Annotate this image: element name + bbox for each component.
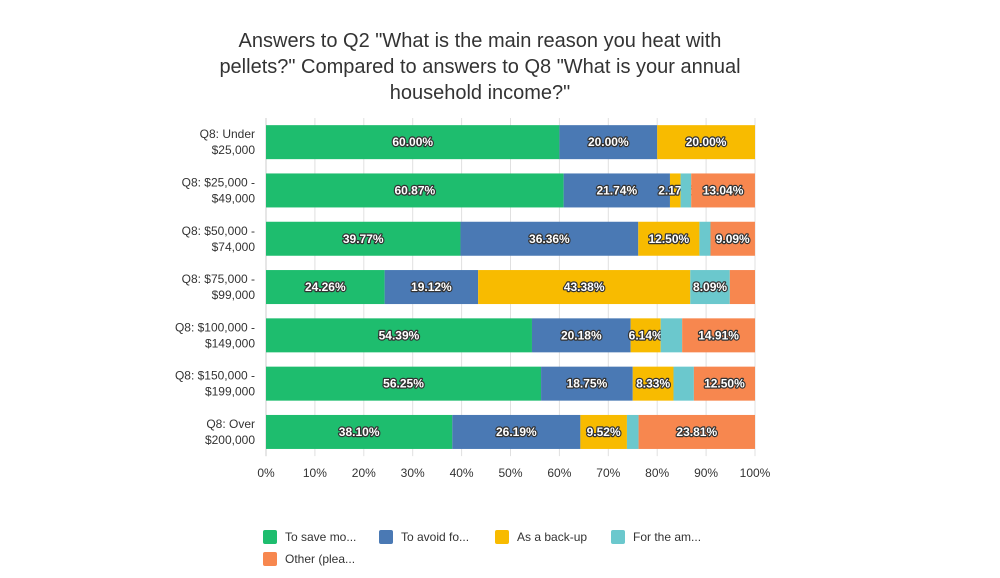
legend-label: To avoid fo... [401,530,470,544]
bar-segment [691,173,755,208]
bar-segment [699,221,711,256]
legend-swatch [379,530,393,544]
category-label: Q8: $50,000 -$74,000 [182,224,256,254]
bar-segment [669,173,681,208]
category-label: Q8: Under $25,000 [200,127,256,157]
data-label: 12.50% [648,232,689,246]
bar-segment [266,125,560,160]
bar-segment [580,414,627,449]
x-tick-label: 80% [645,466,669,480]
bar-segment [266,366,542,401]
x-tick-label: 100% [740,466,771,480]
data-label: 20.18% [561,328,602,342]
legend-item: Other (plea... [263,552,355,566]
data-label: 14.91% [698,328,739,342]
data-label: 60.00% [392,135,433,149]
legend-label: As a back-up [517,530,588,544]
bar-segment [657,125,755,160]
data-label: 38.10% [339,425,380,439]
data-label: 20.00% [588,135,629,149]
data-label: 12.50% [704,377,745,391]
bar-segment [682,318,756,353]
legend-swatch [495,530,509,544]
data-label: 20.00% [686,135,727,149]
data-label: 9.52% [587,425,621,439]
bar-segment [266,173,564,208]
legend-label: For the am... [633,530,702,544]
bar-segment [541,366,633,401]
data-label: 8.09% [693,280,727,294]
data-label: 39.77% [343,232,384,246]
x-tick-label: 0% [257,466,275,480]
data-label: 9.09% [716,232,750,246]
data-label: 36.36% [529,232,570,246]
x-tick-label: 50% [498,466,522,480]
data-label: 23.81% [676,425,717,439]
category-label: Q8: $25,000 -$49,000 [182,175,256,205]
data-label: 60.87% [394,183,435,197]
data-label: 6.14% [629,328,663,342]
category-label: Q8: $75,000 -$99,000 [182,272,256,302]
legend-item: To save mo... [263,530,356,544]
bar-segment [626,414,639,449]
data-label: 26.19% [496,425,537,439]
bar-segment [710,221,755,256]
x-tick-label: 40% [450,466,474,480]
legend-item: For the am... [611,530,701,544]
bar-segment [638,414,755,449]
x-tick-label: 90% [694,466,718,480]
bar-segment [460,221,639,256]
category-label: Q8: Over $200,000 [205,417,255,447]
bar-segment [266,414,453,449]
x-tick-label: 60% [547,466,571,480]
category-label: Q8: $100,000 -$149,000 [175,320,255,350]
bar-segment [452,414,581,449]
bar-segment [673,366,694,401]
bar-segment [266,270,385,305]
legend-item: As a back-up [495,530,587,544]
bar-segment [638,221,700,256]
data-label: 24.26% [305,280,346,294]
bar-segment [729,270,755,305]
data-label: 54.39% [379,328,420,342]
x-tick-label: 20% [352,466,376,480]
bar-segment [690,270,730,305]
bar-segment [660,318,683,353]
bar-segment [266,221,461,256]
legend-swatch [263,530,277,544]
legend-swatch [611,530,625,544]
bar-segment [563,173,670,208]
data-label: 13.04% [703,183,744,197]
data-label: 21.74% [596,183,637,197]
legend-label: To save mo... [285,530,357,544]
bar-segment [693,366,755,401]
bar-segment [630,318,661,353]
data-label: 8.33% [636,377,670,391]
chart-title: Answers to Q2 "What is the main reason y… [219,30,741,104]
legend-label: Other (plea... [285,552,356,566]
data-label: 18.75% [567,377,608,391]
bar-segment [384,270,479,305]
data-label: 56.25% [383,377,424,391]
bar-segment [478,270,691,305]
data-label: 43.38% [564,280,605,294]
data-label: 19.12% [411,280,452,294]
x-tick-label: 70% [596,466,620,480]
x-tick-label: 10% [303,466,327,480]
legend-item: To avoid fo... [379,530,469,544]
category-label: Q8: $150,000 -$199,000 [175,369,255,399]
legend-swatch [263,552,277,566]
bar-segment [266,318,532,353]
bar-segment [559,125,658,160]
x-tick-label: 30% [401,466,425,480]
bar-segment [632,366,674,401]
bar-segment [680,173,692,208]
bar-segment [531,318,631,353]
